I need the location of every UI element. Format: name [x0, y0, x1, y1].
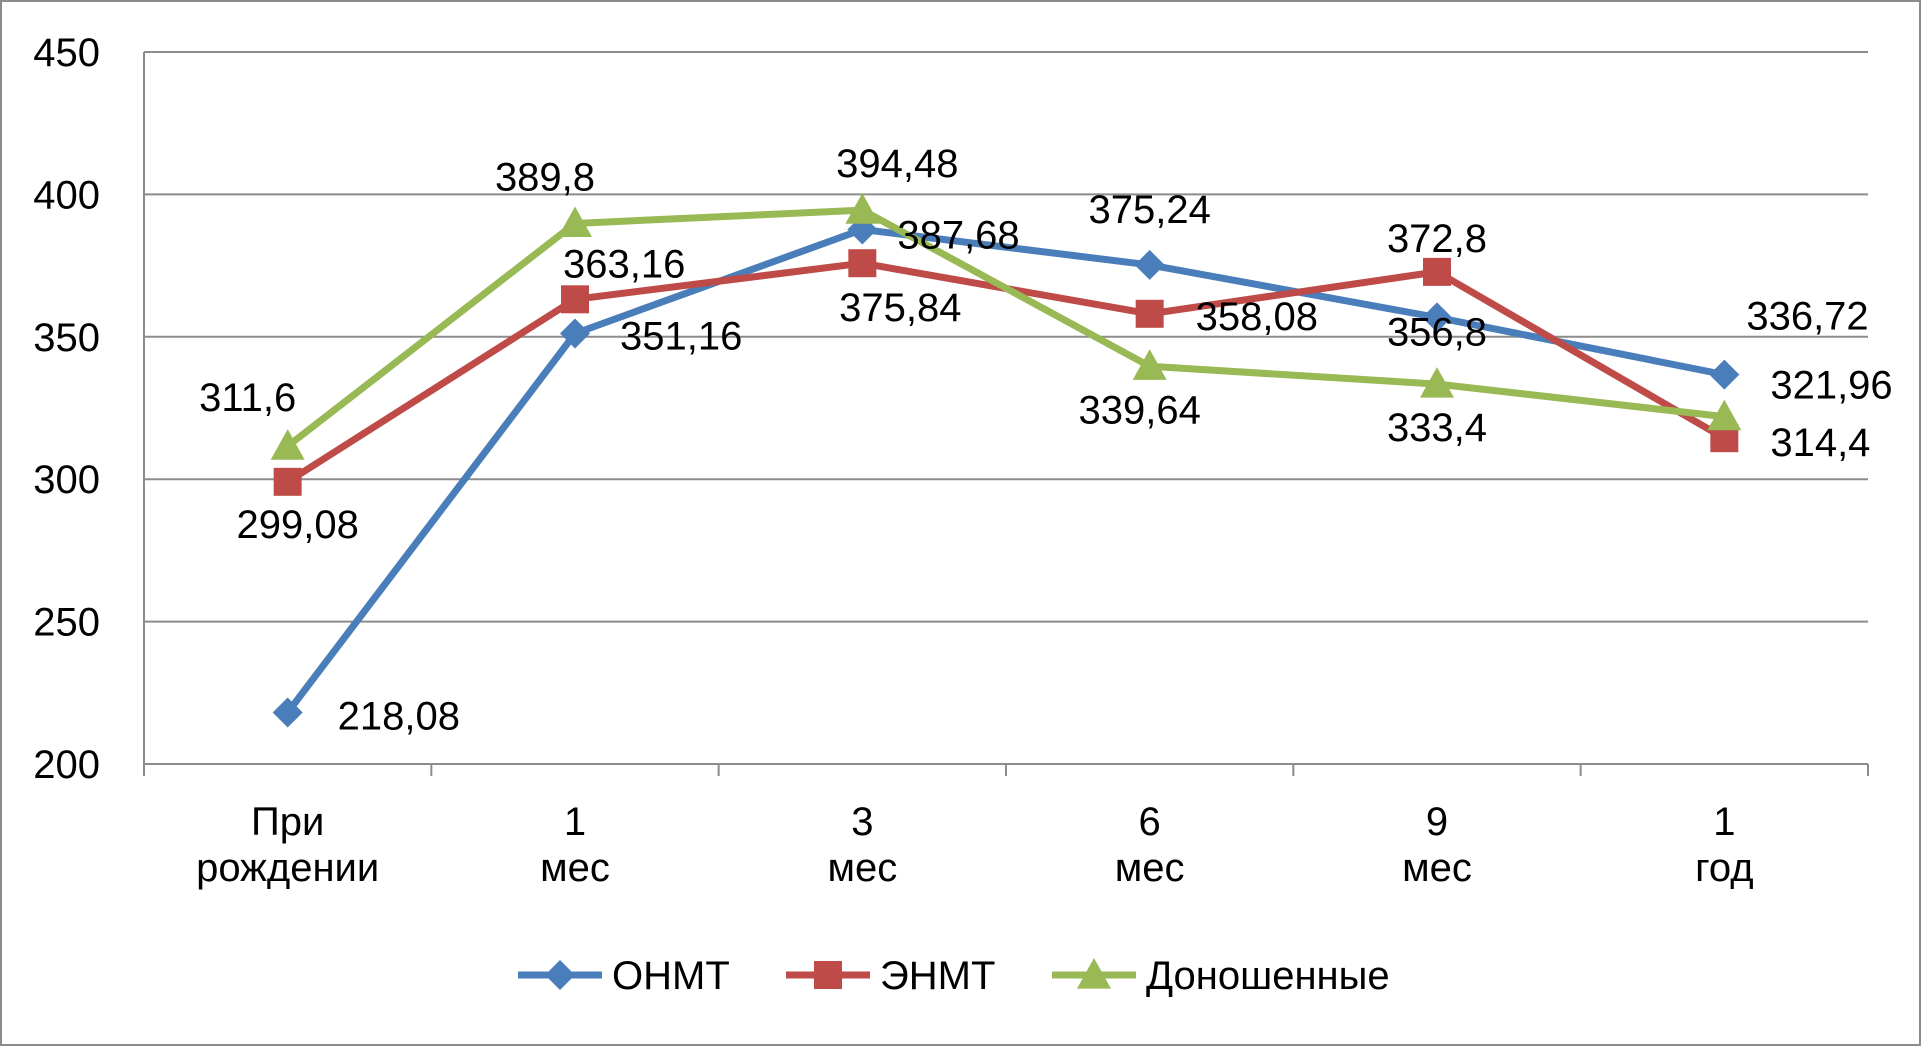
triangle-marker: [1420, 367, 1454, 398]
legend-label: ЭНМТ: [880, 954, 995, 998]
data-label: 321,96: [1770, 364, 1892, 408]
data-label: 358,08: [1196, 295, 1318, 339]
y-tick-label: 400: [33, 173, 100, 217]
series-line: [285, 259, 1727, 485]
x-tick-label: 1 год: [1695, 800, 1753, 890]
data-label: 336,72: [1746, 295, 1868, 339]
data-label: 351,16: [620, 314, 742, 358]
square-marker: [848, 249, 877, 278]
data-label: 389,8: [495, 155, 595, 199]
triangle-marker: [1077, 958, 1111, 989]
data-label: 387,68: [897, 213, 1019, 257]
x-tick-label: При рождении: [196, 800, 379, 890]
triangle-marker: [270, 429, 305, 460]
data-label: 372,8: [1387, 217, 1487, 261]
data-label: 218,08: [338, 695, 460, 739]
triangle-marker: [558, 206, 592, 238]
diamond-marker: [560, 318, 590, 349]
data-label: 339,64: [1078, 388, 1200, 432]
axes: [143, 52, 1869, 776]
data-label: 299,08: [236, 503, 358, 547]
data-label: 356,8: [1387, 310, 1487, 354]
data-label: 333,4: [1387, 406, 1487, 450]
y-tick-label: 250: [33, 601, 100, 645]
x-tick-label: 1 мес: [540, 800, 610, 890]
y-tick-label: 200: [33, 743, 100, 787]
square-marker: [1423, 257, 1451, 286]
diamond-marker: [272, 697, 303, 728]
legend-label: ОНМТ: [612, 954, 730, 998]
square-marker: [561, 285, 589, 314]
series-line: [284, 225, 1726, 715]
triangle-marker: [1707, 399, 1742, 431]
square-marker: [1135, 299, 1164, 328]
y-axis-ticks: 200 250 300 350 400 450: [33, 31, 100, 787]
diamond-marker: [1134, 249, 1165, 280]
diamond-marker: [545, 960, 575, 990]
square-marker: [273, 467, 302, 496]
y-tick-label: 300: [33, 458, 100, 502]
data-label: 394,48: [836, 142, 958, 186]
diamond-marker: [1422, 302, 1452, 333]
data-label: 363,16: [563, 242, 685, 286]
data-labels: 218,08 351,16 387,68 375,24 356,8 336,72 299,0…: [199, 142, 1893, 738]
triangle-marker: [1132, 349, 1167, 380]
x-tick-label: 6 мес: [1115, 800, 1185, 890]
square-marker: [814, 961, 842, 989]
data-label: 375,84: [839, 286, 961, 330]
data-label: 314,4: [1770, 421, 1870, 465]
series-line: [285, 206, 1725, 449]
x-axis-ticks: При рождении 1 мес 3 мес 6 мес 9 мес 1 год: [196, 800, 1753, 890]
data-label: 311,6: [199, 376, 296, 420]
x-tick-label: 9 мес: [1402, 800, 1472, 890]
legend: ОНМТ ЭНМТ Доношенные: [518, 954, 1390, 998]
data-label: 375,24: [1088, 188, 1210, 232]
legend-label: Доношенные: [1146, 954, 1390, 998]
y-tick-label: 450: [33, 31, 100, 75]
triangle-marker: [845, 193, 880, 224]
x-tick-label: 3 мес: [827, 800, 897, 890]
series-group: [270, 193, 1742, 728]
gridlines: [144, 51, 1868, 623]
diamond-marker: [1709, 359, 1740, 390]
y-tick-label: 350: [33, 316, 100, 360]
